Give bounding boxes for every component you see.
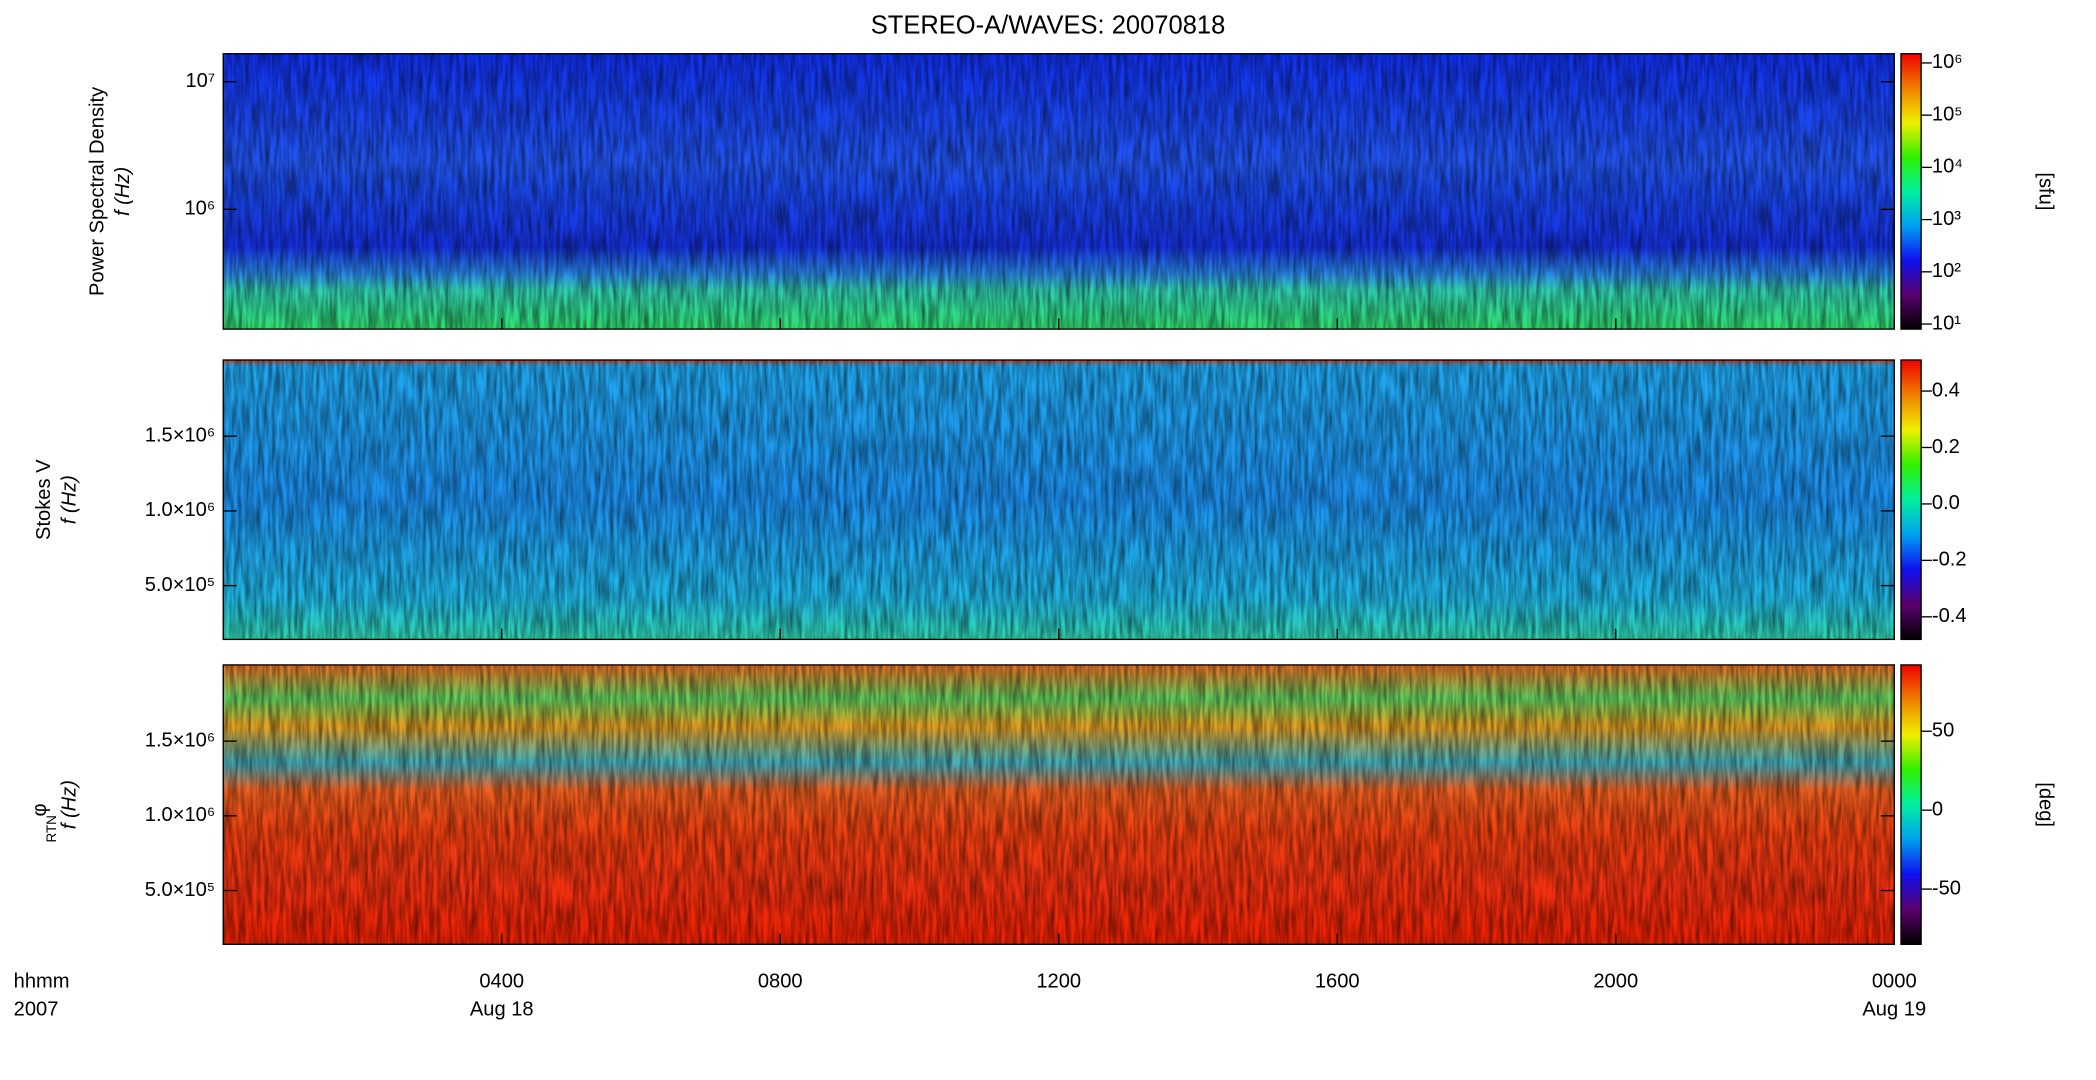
colorbar-tick-label: 10¹ xyxy=(1932,312,1961,334)
spectrogram-texture xyxy=(223,360,1895,640)
x-tick-date: Aug 19 xyxy=(1862,998,1926,1020)
colorbar-tick-label: -0.2 xyxy=(1932,549,1967,571)
y-tick-label: 5.0×10⁵ xyxy=(145,574,215,596)
colorbar-tick-label: 10⁴ xyxy=(1932,156,1963,178)
x-tick-label: 0800 xyxy=(758,970,803,992)
y-tick-label: 1.5×10⁶ xyxy=(145,425,215,447)
y-tick-label: 1.5×10⁶ xyxy=(145,729,215,751)
y-axis-label: φ xyxy=(29,803,51,816)
colorbar-tick-label: -50 xyxy=(1932,877,1961,899)
y-tick-label: 5.0×10⁵ xyxy=(145,879,215,901)
x-tick-label: 1600 xyxy=(1315,970,1360,992)
y-axis-unit: f (Hz) xyxy=(58,475,80,524)
colorbar-label: [sfu] xyxy=(2034,172,2056,210)
x-tick-date: Aug 18 xyxy=(470,998,534,1020)
spectrogram-texture xyxy=(223,53,1895,330)
colorbar-tick-label: 10² xyxy=(1932,260,1961,282)
x-tick-label: 0400 xyxy=(479,970,524,992)
x-tick-label: 2000 xyxy=(1593,970,1638,992)
y-axis-label-subscript: RTN xyxy=(44,815,59,842)
colorbar-label: [deg] xyxy=(2034,782,2056,827)
colorbar-tick-label: 0.2 xyxy=(1932,436,1960,458)
x-axis-year: 2007 xyxy=(14,998,59,1020)
colorbar-tick-label: 50 xyxy=(1932,720,1954,742)
colorbar-tick-label: 10³ xyxy=(1932,208,1961,230)
plot-frame xyxy=(222,53,1895,330)
y-axis-label: Stokes V xyxy=(33,459,55,540)
colorbar xyxy=(1900,664,1922,946)
y-tick-label: 1.0×10⁶ xyxy=(145,499,215,521)
colorbar-tick-label: 0.4 xyxy=(1932,379,1960,401)
colorbar-tick-label: 0 xyxy=(1932,798,1943,820)
plot-frame xyxy=(222,359,1895,641)
colorbar xyxy=(1900,359,1922,641)
y-axis-unit: f (Hz) xyxy=(112,167,134,216)
y-tick-label: 10⁶ xyxy=(184,198,215,220)
x-axis-label: hhmm xyxy=(14,970,70,992)
title: STEREO-A/WAVES: 20070818 xyxy=(871,12,1226,40)
colorbar-tick-label: -0.4 xyxy=(1932,605,1967,627)
colorbar-tick-label: 0.0 xyxy=(1932,492,1960,514)
y-axis-unit: f (Hz) xyxy=(58,780,80,829)
y-tick-label: 1.0×10⁶ xyxy=(145,804,215,826)
x-tick-label: 0000 xyxy=(1872,970,1917,992)
colorbar-tick-label: 10⁵ xyxy=(1932,103,1963,125)
spectrogram-texture xyxy=(223,664,1895,945)
colorbar xyxy=(1900,53,1922,330)
y-tick-label: 10⁷ xyxy=(185,70,215,92)
y-axis-label: Power Spectral Density xyxy=(87,86,109,296)
x-tick-label: 1200 xyxy=(1036,970,1081,992)
colorbar-tick-label: 10⁶ xyxy=(1932,51,1963,73)
